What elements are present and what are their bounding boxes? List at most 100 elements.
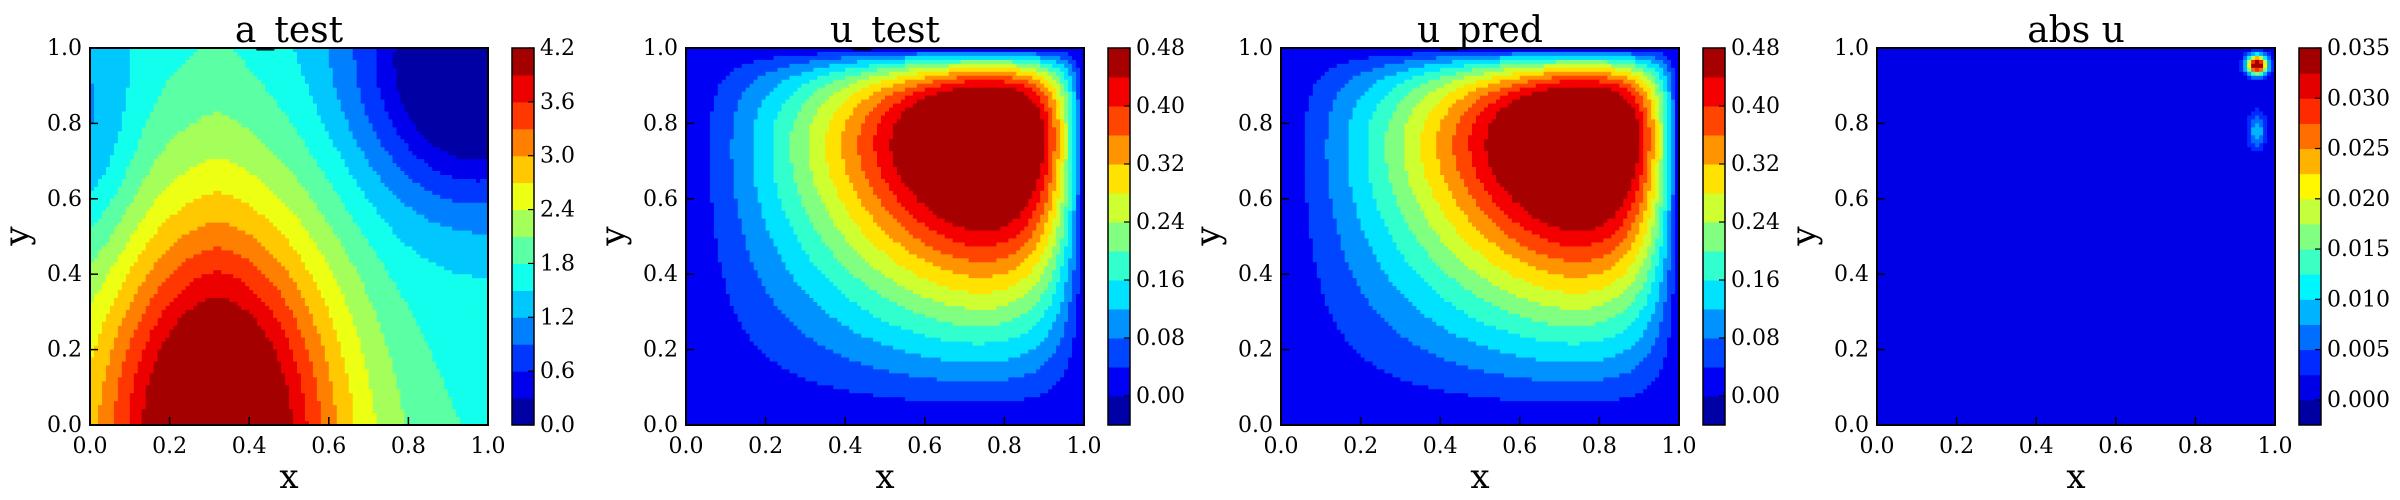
contour-cell (292, 214, 298, 220)
contour-cell (209, 48, 214, 53)
contour-cell (217, 155, 222, 160)
contour-cell (181, 63, 187, 69)
contour-cell (169, 155, 175, 160)
contour-cell (396, 174, 402, 180)
contour-cell (129, 75, 135, 81)
contour-cell (360, 95, 366, 101)
contour-cell (328, 234, 334, 240)
contour-cell (356, 151, 362, 156)
contour-cell (292, 234, 298, 240)
contour-cell (332, 194, 338, 200)
contour-cell (277, 139, 282, 144)
contour-cell (185, 111, 191, 117)
contour-cell (480, 186, 485, 192)
contour-cell (257, 83, 262, 89)
contour-cell (225, 151, 230, 156)
contour-cell (292, 190, 298, 196)
contour-cell (217, 139, 222, 144)
contour-cell (269, 186, 274, 192)
contour-cell (217, 222, 222, 228)
contour-cell (416, 99, 421, 105)
contour-cell (456, 174, 461, 180)
contour-cell (364, 178, 370, 184)
contour-cell (141, 226, 147, 232)
contour-cell (93, 151, 99, 156)
contour-cell (169, 202, 175, 208)
contour-cell (193, 226, 199, 232)
contour-cell (316, 119, 322, 124)
contour-cell (424, 115, 429, 121)
contour-cell (269, 151, 274, 156)
contour-cell (480, 198, 485, 204)
contour-cell (90, 186, 95, 192)
contour-cell (109, 59, 115, 65)
contour-cell (364, 99, 370, 105)
contour-cell (193, 238, 199, 244)
contour-cell (193, 159, 199, 164)
contour-cell (384, 59, 390, 65)
contour-cell (289, 135, 294, 140)
contour-cell (352, 75, 358, 81)
contour-cell (336, 167, 342, 172)
contour-cell (364, 91, 370, 97)
contour-cell (129, 186, 135, 192)
contour-cell (444, 127, 449, 132)
contour-cell (324, 83, 330, 89)
contour-cell (424, 99, 429, 105)
contour-cell (117, 63, 123, 69)
contour-cell (233, 139, 238, 144)
contour-cell (113, 190, 119, 196)
contour-cell (476, 194, 481, 200)
contour-cell (145, 186, 151, 192)
contour-cell (173, 230, 179, 236)
contour-cell (137, 75, 143, 81)
contour-cell (169, 95, 175, 101)
contour-cell (312, 63, 318, 69)
contour-cell (312, 202, 318, 208)
contour-cell (308, 186, 314, 192)
contour-cell (145, 115, 151, 121)
contour-cell (109, 135, 115, 140)
contour-cell (316, 95, 322, 101)
contour-cell (225, 171, 230, 176)
contour-cell (209, 59, 214, 65)
contour-cell (296, 186, 302, 192)
contour-cell (396, 178, 402, 184)
contour-cell (213, 190, 218, 196)
contour-cell (444, 171, 449, 176)
contour-cell (372, 95, 378, 101)
contour-cell (241, 79, 246, 85)
contour-cell (484, 151, 489, 156)
contour-cell (356, 178, 362, 184)
contour-cell (480, 222, 485, 228)
contour-cell (432, 119, 437, 124)
contour-cell (153, 218, 159, 224)
contour-cell (289, 238, 294, 244)
contour-cell (269, 238, 274, 244)
contour-cell (269, 202, 274, 208)
contour-cell (320, 198, 326, 204)
contour-cell (336, 218, 342, 224)
contour-cell (161, 103, 167, 109)
contour-cell (145, 131, 151, 136)
contour-cell (213, 242, 218, 248)
contour-cell (416, 171, 421, 176)
contour-cell (261, 186, 266, 192)
contour-cell (237, 111, 242, 117)
contour-cell (440, 91, 445, 97)
contour-cell (209, 218, 214, 224)
contour-cell (304, 155, 310, 160)
contour-cell (440, 171, 445, 176)
contour-cell (101, 131, 107, 136)
contour-cell (157, 99, 163, 105)
contour-cell (121, 194, 127, 200)
contour-cell (149, 210, 155, 216)
contour-cell (468, 55, 473, 61)
contour-cell (292, 83, 298, 89)
contour-cell (472, 71, 477, 77)
contour-cell (197, 143, 203, 148)
contour-cell (229, 51, 234, 57)
contour-cell (352, 115, 358, 121)
contour-cell (364, 174, 370, 180)
contour-cell (420, 83, 425, 89)
